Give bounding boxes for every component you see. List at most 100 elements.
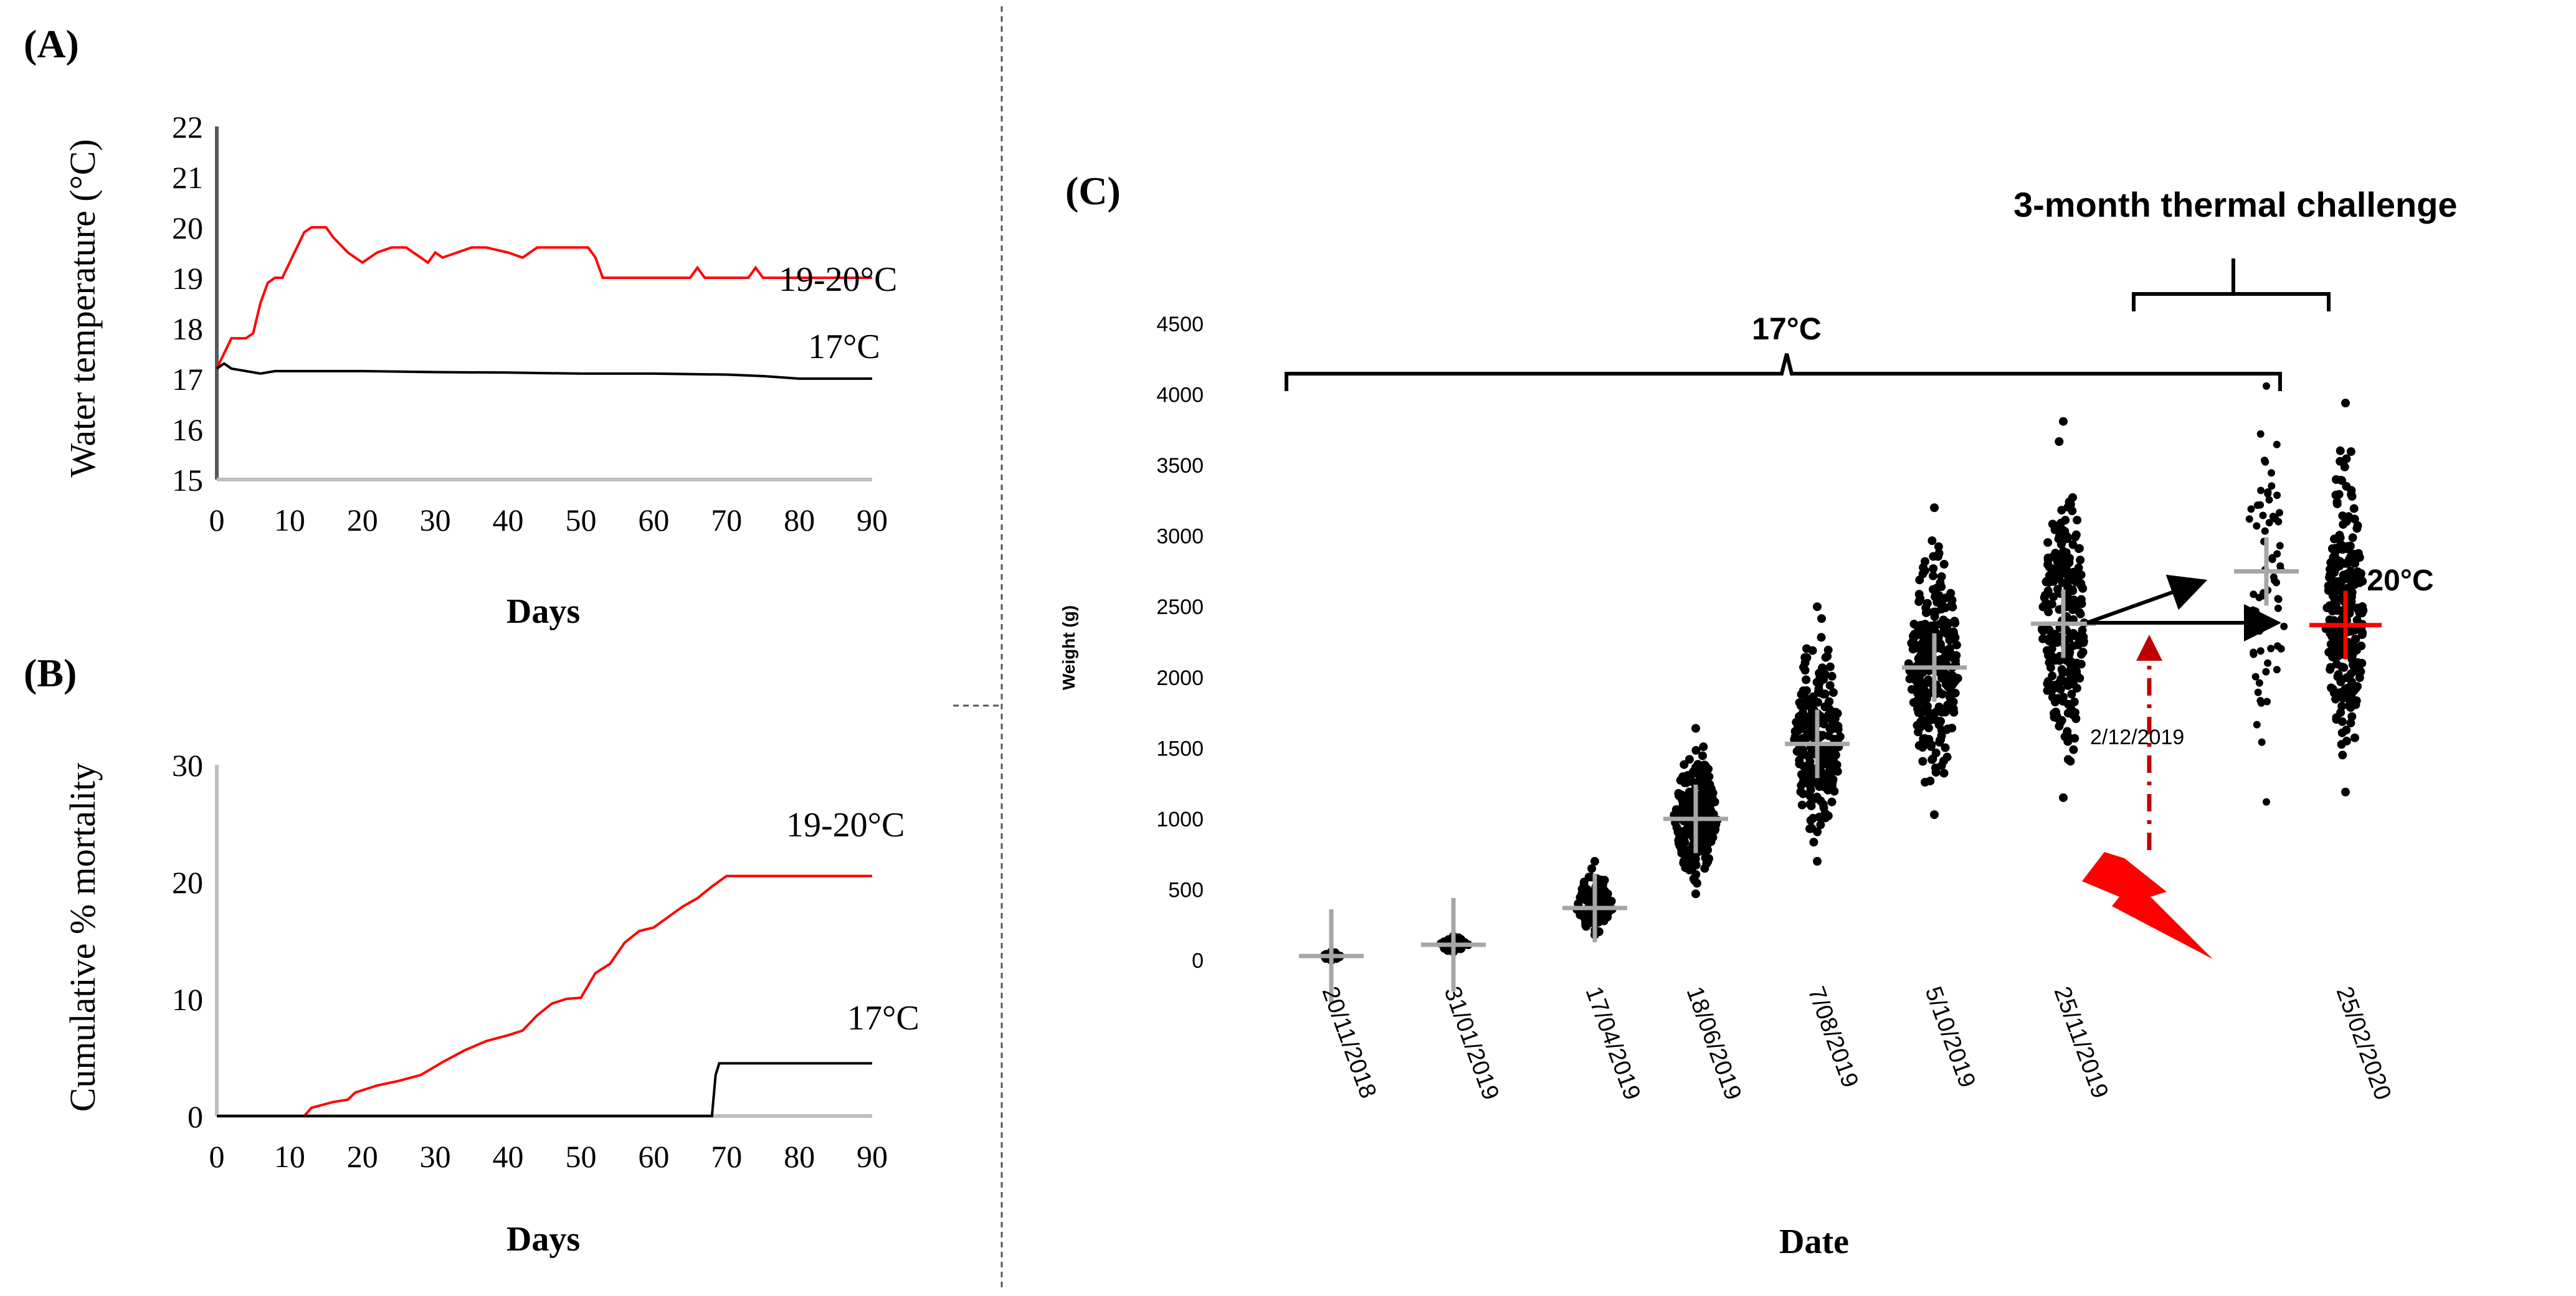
data-point	[2068, 540, 2078, 549]
data-point	[2258, 738, 2266, 746]
data-point	[2044, 607, 2053, 617]
data-point	[2251, 607, 2260, 615]
data-point	[1699, 742, 1708, 752]
data-point	[1941, 679, 1951, 689]
data-point	[2063, 577, 2072, 586]
data-point	[2331, 544, 2340, 553]
data-point	[2350, 635, 2360, 644]
data-point	[2346, 447, 2355, 456]
data-point	[2358, 577, 2367, 586]
y-tick-label: 4000	[1156, 384, 1204, 407]
data-point	[1799, 663, 1808, 672]
x-tick-label: 0	[209, 503, 225, 537]
data-point	[2348, 650, 2357, 660]
data-point	[2269, 573, 2278, 581]
data-point	[1937, 645, 1947, 654]
data-point	[2256, 647, 2265, 655]
data-point	[2357, 630, 2367, 640]
data-point	[1827, 671, 1837, 681]
data-point	[1804, 780, 1813, 789]
data-point	[1919, 696, 1928, 706]
panel-a: (A) Water temperature (°C) Days 15 16 17 18…	[24, 22, 897, 631]
x-tick-label: 20	[347, 503, 378, 537]
data-point	[1825, 681, 1835, 690]
data-point	[2263, 698, 2271, 706]
data-point	[2068, 571, 2078, 580]
x-tick-label: 70	[711, 1139, 742, 1174]
data-point	[2337, 728, 2347, 737]
data-point	[1917, 643, 1926, 652]
data-point	[1815, 813, 1824, 821]
data-point	[1583, 896, 1592, 906]
data-point	[1814, 780, 1823, 789]
data-point	[1948, 650, 1957, 660]
x-tick-label: 0	[209, 1139, 225, 1174]
x-tick-label: 20/11/2018	[1317, 983, 1382, 1102]
data-point	[1815, 672, 1825, 681]
data-point	[2341, 787, 2350, 797]
data-point	[1807, 824, 1817, 833]
y-tick-label: 19	[172, 261, 203, 296]
data-point	[1931, 763, 1940, 772]
data-point	[2048, 693, 2057, 702]
data-point	[1828, 746, 1838, 755]
data-point	[2268, 482, 2276, 490]
data-point	[1828, 753, 1838, 762]
series-line-17°C	[216, 362, 872, 380]
data-point	[1914, 590, 1924, 599]
data-point	[2256, 697, 2265, 705]
data-point	[1932, 598, 1942, 607]
data-point	[2355, 673, 2364, 683]
series-line-19-20°C	[216, 226, 872, 369]
data-point	[2347, 712, 2357, 721]
data-point	[1820, 689, 1830, 699]
series-label-17: 17°C	[847, 999, 920, 1038]
data-point	[2245, 515, 2253, 523]
data-point	[1923, 706, 1932, 716]
data-point	[2263, 382, 2270, 390]
data-point	[2338, 750, 2347, 760]
data-point	[2057, 560, 2066, 570]
data-point	[1922, 598, 1932, 608]
data-point	[2049, 592, 2058, 602]
data-point	[1933, 552, 1942, 561]
data-point	[1946, 644, 1955, 653]
data-point	[1691, 763, 1700, 772]
data-point	[2047, 631, 2056, 641]
data-point	[1685, 795, 1694, 804]
x-tick-label: 31/01/2019	[1439, 983, 1504, 1104]
data-point	[2332, 558, 2341, 567]
data-point	[1804, 763, 1813, 772]
data-point	[1937, 674, 1947, 683]
data-point	[1911, 644, 1920, 653]
arrow-to-17	[2086, 574, 2208, 625]
data-point	[2330, 551, 2339, 560]
data-point	[1603, 889, 1612, 899]
data-point	[1927, 536, 1937, 546]
data-point	[2069, 745, 2078, 754]
data-point	[2066, 666, 2075, 675]
data-point	[2069, 628, 2078, 638]
data-point	[2056, 674, 2066, 684]
data-point	[2327, 683, 2336, 693]
data-point	[1814, 684, 1823, 693]
data-point	[1590, 857, 1599, 866]
data-point	[1943, 724, 1952, 734]
data-point	[1941, 743, 1950, 752]
data-point	[1937, 572, 1946, 581]
data-point	[1942, 752, 1952, 762]
data-point	[2335, 531, 2344, 540]
data-point	[1822, 759, 1832, 769]
x-axis-label: Date	[1779, 1223, 1849, 1261]
data-point	[2343, 542, 2352, 551]
data-point	[2350, 514, 2359, 524]
data-point	[2273, 491, 2281, 499]
data-point	[1914, 741, 1924, 750]
data-point	[2337, 717, 2347, 726]
data-point	[2254, 688, 2262, 696]
data-point	[2326, 565, 2334, 574]
data-point	[2263, 798, 2270, 806]
data-point	[2332, 660, 2341, 669]
y-tick-label: 1500	[1156, 737, 1204, 760]
